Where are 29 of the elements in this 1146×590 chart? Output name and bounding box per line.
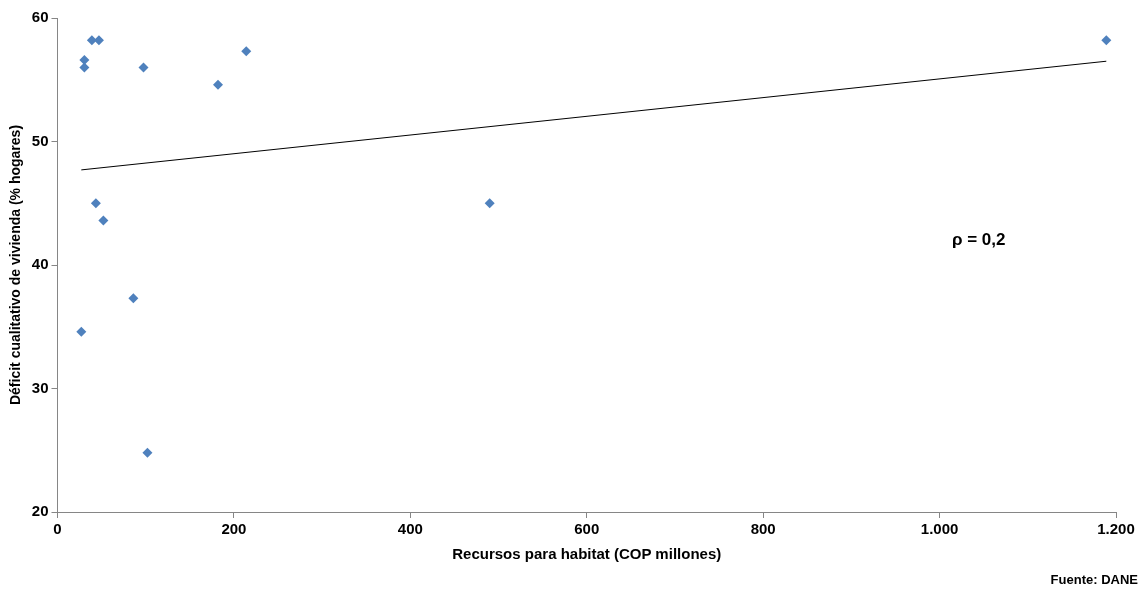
y-tick-label: 20 <box>31 502 49 520</box>
point <box>86 35 97 46</box>
y-tick-label: 60 <box>31 8 49 26</box>
point <box>98 215 109 226</box>
x-tick-label: 0 <box>53 520 62 538</box>
point <box>1101 35 1112 46</box>
point <box>128 293 139 304</box>
annotation: ρ = 0,2 <box>951 230 1006 250</box>
y-axis-title: Déficit cualitativo de vivienda (% hogares) <box>7 124 24 406</box>
x-tick-label: 400 <box>397 520 423 538</box>
y-tick-label: 50 <box>31 131 49 149</box>
point <box>484 198 495 209</box>
x-tick-label: 800 <box>750 520 776 538</box>
point <box>138 62 149 73</box>
x-tick-label: 1.000 <box>920 520 959 538</box>
source-note: Fuente: DANE <box>1050 572 1139 587</box>
point <box>142 447 153 458</box>
x-axis-title: Recursos para habitat (COP millones) <box>452 545 722 563</box>
point <box>90 198 101 209</box>
x-tick-label: 600 <box>574 520 600 538</box>
point <box>241 46 252 57</box>
y-tick-label: 30 <box>31 378 49 396</box>
x-tick-label: 1.200 <box>1097 520 1135 538</box>
y-tick-label: 40 <box>31 255 49 273</box>
x-tick-label: 200 <box>221 520 247 538</box>
point <box>79 62 90 73</box>
point <box>213 79 224 90</box>
point <box>76 326 87 337</box>
point <box>79 54 90 65</box>
